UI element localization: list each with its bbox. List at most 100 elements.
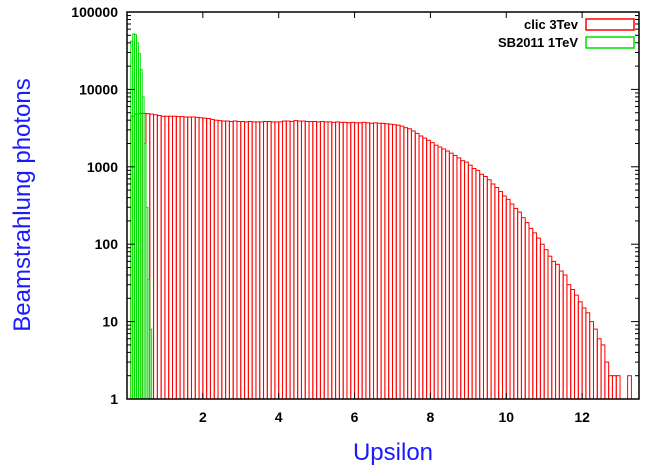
bar <box>338 121 344 400</box>
bar <box>342 121 348 400</box>
bar <box>160 115 166 400</box>
x-tick-label: 4 <box>275 409 283 425</box>
bar <box>422 137 428 400</box>
bar <box>251 121 257 400</box>
bar <box>399 125 405 400</box>
x-axis: 2 4 6 8 10 12 <box>199 12 590 425</box>
bar <box>175 116 181 400</box>
bar <box>464 161 469 400</box>
bar <box>225 120 230 400</box>
bar <box>263 120 268 400</box>
bar <box>486 179 492 400</box>
bar <box>414 132 420 400</box>
y-tick-label: 100000 <box>71 4 118 20</box>
bar <box>524 222 530 400</box>
legend: clic 3Tev SB2011 1TeV <box>498 17 635 50</box>
bar <box>232 120 238 400</box>
bar <box>600 344 606 400</box>
bar <box>361 121 367 400</box>
bar <box>156 115 162 400</box>
bar <box>547 255 553 400</box>
bar <box>388 123 393 400</box>
bar <box>209 118 215 400</box>
bar <box>236 120 242 400</box>
bar <box>228 120 234 400</box>
legend-swatch-sb2011 <box>585 36 635 49</box>
bar <box>532 232 538 400</box>
bar <box>373 122 378 400</box>
bar <box>308 120 314 400</box>
bar <box>448 152 454 400</box>
bar <box>627 375 632 400</box>
bar <box>429 142 435 400</box>
bar <box>566 284 572 400</box>
bar <box>183 116 189 400</box>
bar <box>327 121 333 400</box>
bar <box>190 116 196 400</box>
bar <box>312 120 318 400</box>
bar <box>558 270 564 400</box>
bar <box>433 144 439 400</box>
bar <box>323 121 329 400</box>
x-tick-label: 8 <box>427 409 435 425</box>
y-tick-label: 1000 <box>87 159 118 175</box>
bar <box>285 120 291 400</box>
bar <box>592 328 598 400</box>
bar <box>202 117 208 400</box>
bar <box>570 288 576 400</box>
y-tick-label: 10000 <box>79 81 118 97</box>
bar <box>585 312 591 400</box>
x-tick-label: 2 <box>199 409 207 425</box>
bar <box>395 124 401 400</box>
bar <box>300 120 306 400</box>
bar <box>194 116 200 400</box>
bar <box>293 120 299 400</box>
bar <box>467 164 473 400</box>
bar <box>551 260 557 400</box>
bar <box>270 121 276 400</box>
bar <box>501 195 507 400</box>
bar <box>221 120 227 400</box>
series-sb2011-bars <box>130 33 153 400</box>
bar <box>505 198 511 400</box>
bar <box>445 150 450 400</box>
bar <box>520 217 526 400</box>
bar <box>217 120 223 400</box>
bar <box>574 294 579 400</box>
bar <box>335 121 340 400</box>
y-tick-label: 10 <box>102 314 118 330</box>
bar <box>410 130 416 400</box>
legend-label-clic: clic 3Tev <box>524 17 579 32</box>
bar <box>596 338 602 400</box>
y-tick-label: 1 <box>110 391 118 407</box>
y-axis-title: Beamstrahlung photons <box>9 78 36 332</box>
bar <box>304 120 310 400</box>
bar <box>460 160 466 400</box>
bar <box>407 128 412 400</box>
bar <box>346 122 352 400</box>
bar <box>498 190 503 400</box>
bar <box>441 148 447 400</box>
bar <box>513 207 519 400</box>
bar <box>391 124 397 400</box>
x-tick-label: 6 <box>351 409 359 425</box>
bar <box>365 122 371 400</box>
legend-label-sb2011: SB2011 1TeV <box>498 35 578 50</box>
bar <box>562 274 568 400</box>
bar <box>331 121 337 400</box>
bar <box>589 321 594 400</box>
bar <box>350 121 356 400</box>
bar <box>168 115 174 400</box>
bar <box>543 249 549 400</box>
bar <box>289 120 295 400</box>
bar <box>494 187 500 400</box>
bar <box>483 175 488 400</box>
bar <box>255 121 261 400</box>
bar <box>426 139 431 400</box>
bar <box>604 361 610 400</box>
bar <box>357 122 363 400</box>
bar <box>213 119 219 400</box>
bar <box>517 211 522 400</box>
bar <box>266 120 272 400</box>
bar <box>608 375 613 400</box>
